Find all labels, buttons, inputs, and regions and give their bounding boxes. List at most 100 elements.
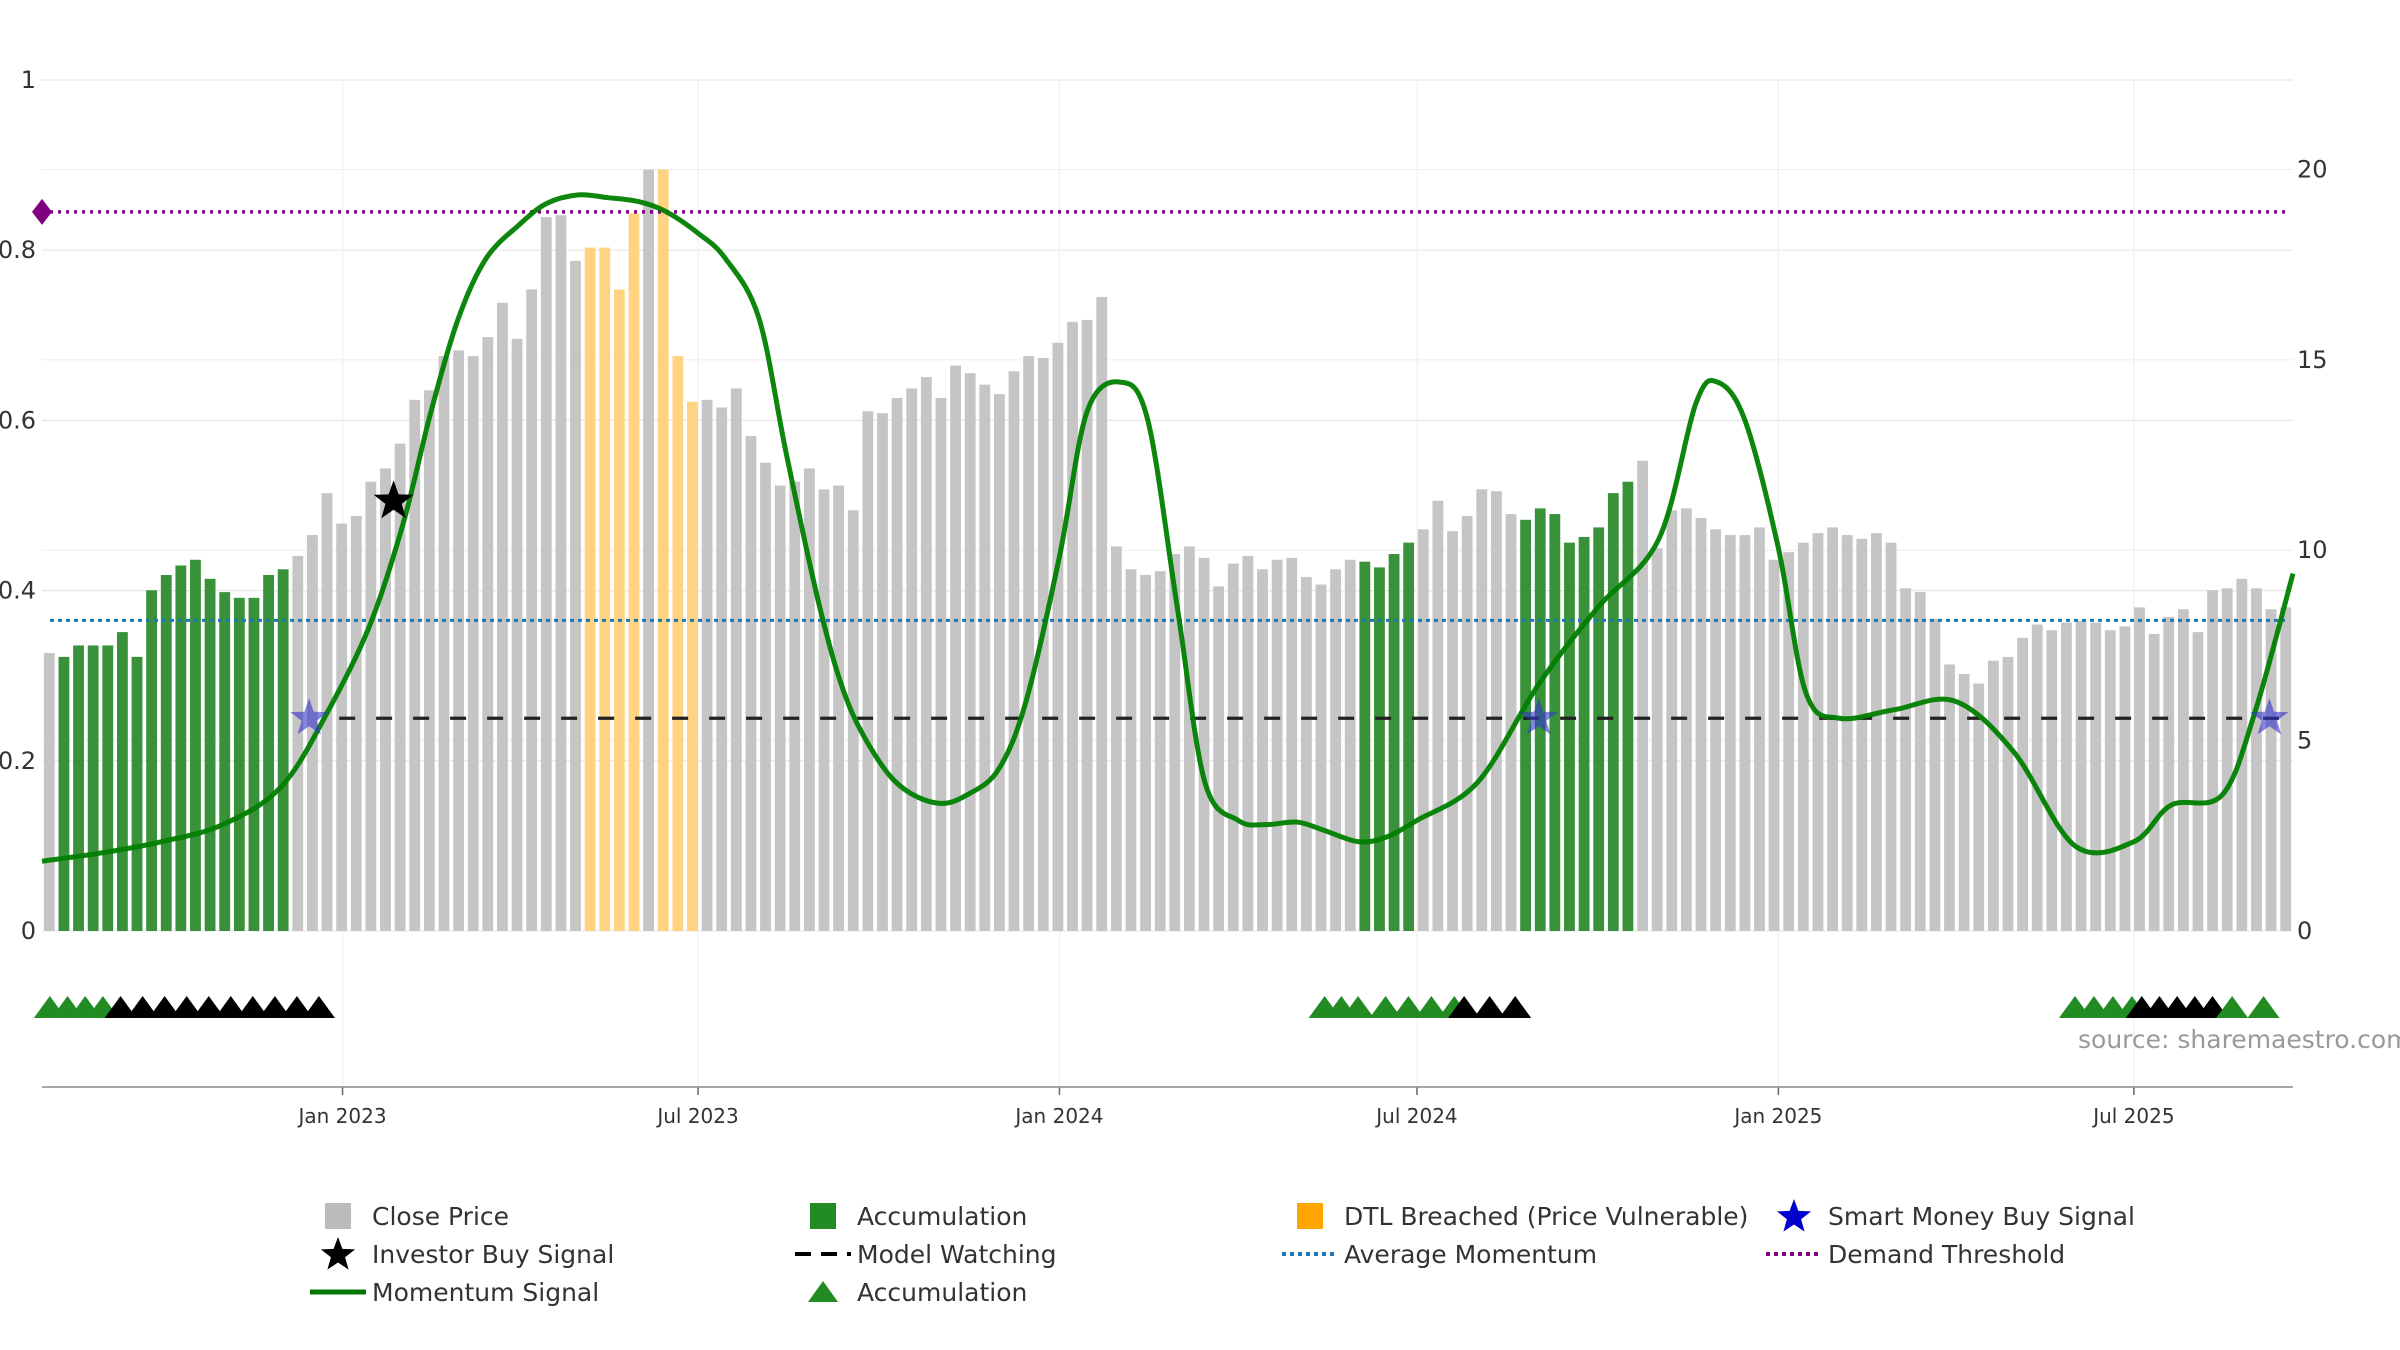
close-price-bar <box>2221 588 2233 931</box>
close-price-bar <box>1768 559 1780 931</box>
accumulation-triangle <box>192 996 225 1018</box>
close-price-bar <box>1052 342 1064 931</box>
accumulation-bar <box>263 574 274 931</box>
close-price-bar <box>1739 535 1751 931</box>
y-left-tick-label: 0 <box>21 917 36 945</box>
close-price-bar <box>1958 673 1970 931</box>
accumulation-triangle <box>236 996 269 1018</box>
close-price-bar <box>423 390 435 931</box>
accumulation-bar <box>102 645 114 931</box>
legend: Close Price Accumulation DTL Breached (Pri… <box>310 1198 2210 1340</box>
dtl-breached-bar <box>672 356 684 931</box>
close-price-bar <box>540 217 552 931</box>
close-price-bar <box>336 523 348 931</box>
legend-symbol-star <box>310 1236 366 1272</box>
dtl-breached-bar <box>599 247 611 931</box>
close-price-bar <box>1023 356 1035 931</box>
y-left-tick-label: 1 <box>21 66 36 94</box>
close-price-bar <box>482 337 494 931</box>
close-price-bar <box>745 436 757 931</box>
accumulation-bar <box>248 597 260 931</box>
accumulation-triangle <box>214 996 247 1018</box>
close-price-bar <box>2061 622 2072 931</box>
close-price-bar <box>1885 542 1897 931</box>
accumulation-bar <box>1520 519 1532 931</box>
dtl-breached-bar <box>628 213 640 931</box>
close-price-bar <box>1666 510 1678 931</box>
close-price-bar <box>862 411 874 931</box>
smart-money-buy-star <box>290 698 329 735</box>
legend-symbol-dot <box>1282 1236 1338 1272</box>
close-price-bar <box>950 365 961 932</box>
close-price-bar <box>2148 634 2160 931</box>
accumulation-bar <box>1359 561 1371 931</box>
close-price-bar <box>920 377 932 931</box>
legend-symbol-square <box>1282 1198 1338 1234</box>
close-price-bar <box>1213 586 1225 931</box>
x-tick-label: Jan 2024 <box>1013 1104 1103 1128</box>
accumulation-bar <box>219 592 231 931</box>
close-price-bar <box>1330 569 1342 931</box>
close-price-bar <box>438 356 450 931</box>
close-price-bar <box>1257 569 1268 931</box>
y-left-tick-label: 0.4 <box>0 577 36 605</box>
close-price-bar <box>1198 557 1210 931</box>
accumulation-bar <box>1549 514 1561 931</box>
close-price-bar <box>1008 371 1020 931</box>
close-price-bar <box>2251 588 2262 931</box>
close-price-bar <box>1344 559 1356 931</box>
accumulation-bar <box>1388 554 1400 931</box>
close-price-bar <box>1710 529 1722 931</box>
legend-label: Investor Buy Signal <box>372 1239 615 1269</box>
legend-item: Demand Threshold <box>1766 1236 2065 1272</box>
close-price-bar <box>1871 533 1882 931</box>
close-price-bar <box>730 388 742 931</box>
close-price-bar <box>1490 491 1502 931</box>
legend-item: Momentum Signal <box>310 1274 599 1310</box>
close-price-bar <box>1461 515 1473 931</box>
close-price-bar <box>1841 535 1853 931</box>
close-price-bar <box>497 302 508 931</box>
close-price-bar <box>511 338 523 932</box>
close-price-bar <box>2163 616 2175 931</box>
close-price-bar <box>1300 576 1312 931</box>
close-price-bar <box>2192 632 2204 931</box>
close-price-bar <box>1096 297 1108 931</box>
accumulation-bar <box>1403 542 1415 931</box>
legend-label: Smart Money Buy Signal <box>1828 1201 2135 1231</box>
close-price-bar <box>716 407 728 931</box>
close-price-bar <box>2075 620 2087 931</box>
legend-label: Accumulation <box>857 1277 1028 1307</box>
close-price-bar <box>964 373 976 931</box>
close-price-bar <box>2031 624 2043 931</box>
demand-threshold-marker <box>32 198 52 225</box>
close-price-bar <box>2002 656 2014 931</box>
accumulation-triangle <box>104 996 137 1018</box>
accumulation-bar <box>233 597 245 931</box>
accumulation-bar <box>277 569 289 931</box>
legend-symbol-dot <box>1766 1236 1822 1272</box>
close-price-bar <box>1900 588 1912 931</box>
close-price-bar <box>555 215 567 931</box>
reference-lines <box>32 198 2285 720</box>
close-price-bar <box>1724 535 1736 931</box>
legend-symbol-square <box>795 1198 851 1234</box>
close-price-bar <box>2177 609 2189 931</box>
accumulation-triangle <box>1369 996 1402 1018</box>
close-price-bar <box>1067 321 1078 932</box>
close-price-bar <box>1987 660 1999 931</box>
accumulation-triangle <box>2247 996 2280 1018</box>
dtl-breached-bar <box>657 169 669 931</box>
legend-label: Average Momentum <box>1344 1239 1598 1269</box>
dtl-breached-bar <box>687 401 698 931</box>
close-price-bar <box>43 653 55 931</box>
close-price-bar <box>1169 554 1181 931</box>
close-price-bar <box>1797 542 1809 931</box>
close-price-bar <box>2017 637 2028 931</box>
close-price-bar <box>380 468 391 931</box>
y-left-tick-label: 0.2 <box>0 747 36 775</box>
close-price-bar <box>2104 630 2116 931</box>
close-price-bar <box>2207 590 2219 931</box>
accumulation-triangle <box>126 996 159 1018</box>
source-label: source: sharemaestro.com <box>2078 1025 2400 1054</box>
